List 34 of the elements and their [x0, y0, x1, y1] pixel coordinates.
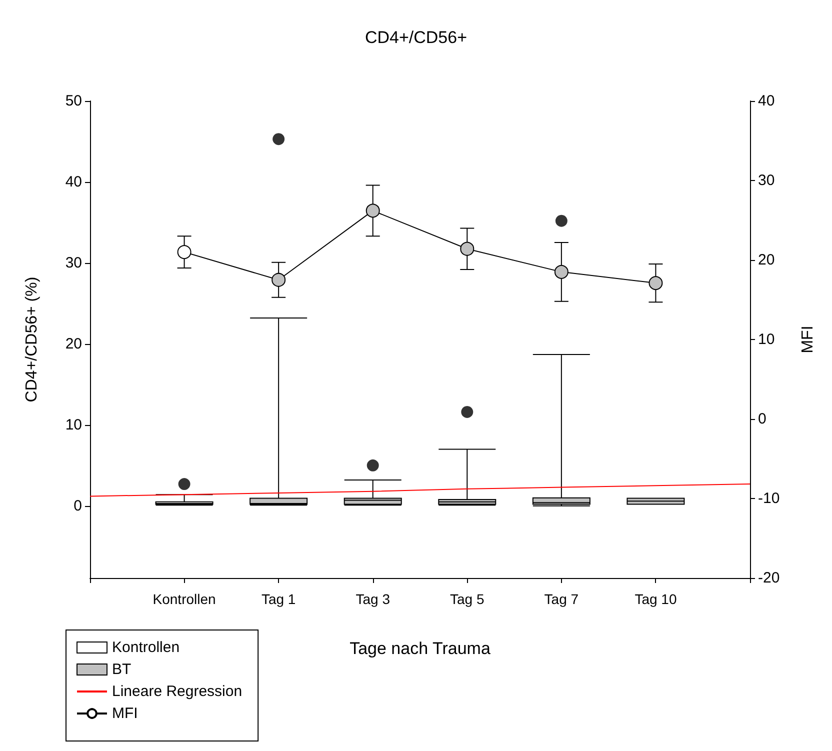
- y2-tick-label: -10: [758, 490, 780, 507]
- point: [648, 276, 663, 290]
- line-series: [90, 484, 750, 497]
- x-tick-label: Tag 5: [450, 591, 484, 607]
- y2-tick-label: 10: [758, 331, 775, 348]
- x-tick-label: Kontrollen: [152, 591, 216, 607]
- legend-label: MFI: [112, 705, 138, 722]
- y2-tick-label: 0: [758, 410, 766, 428]
- y2-tick-label: 30: [758, 172, 775, 189]
- y2-tick-label: 40: [758, 92, 775, 110]
- y2-tick-label: -20: [758, 570, 780, 586]
- y-tick-label: 40: [65, 173, 82, 190]
- y2-axis-title: MFI: [800, 326, 816, 354]
- x-tick-label: Tag 3: [356, 591, 390, 607]
- y-tick-label: 0: [74, 497, 82, 514]
- y-tick-label: 50: [65, 92, 82, 110]
- y-tick-label: 30: [65, 254, 82, 272]
- y-axis-title: CD4+/CD56+ (%): [24, 276, 40, 402]
- y-tick-label: 20: [65, 335, 82, 352]
- legend-label: Kontrollen: [112, 639, 180, 656]
- x-tick-label: Tag 10: [634, 591, 677, 607]
- chart-title: CD4+/CD56+: [364, 28, 468, 47]
- point: [554, 264, 568, 279]
- x-tick-label: Tag 7: [544, 591, 579, 607]
- y2-tick-label: 20: [758, 252, 775, 268]
- legend-label: BT: [112, 661, 132, 678]
- x-tick-label: Tag 1: [261, 591, 296, 607]
- point: [460, 242, 474, 256]
- point: [366, 204, 380, 218]
- point: [272, 272, 286, 287]
- x-axis-title: Tage nach Trauma: [350, 639, 491, 658]
- y-tick-label: 10: [65, 416, 82, 434]
- legend-label: Lineare Regression: [112, 683, 242, 700]
- point: [177, 245, 192, 260]
